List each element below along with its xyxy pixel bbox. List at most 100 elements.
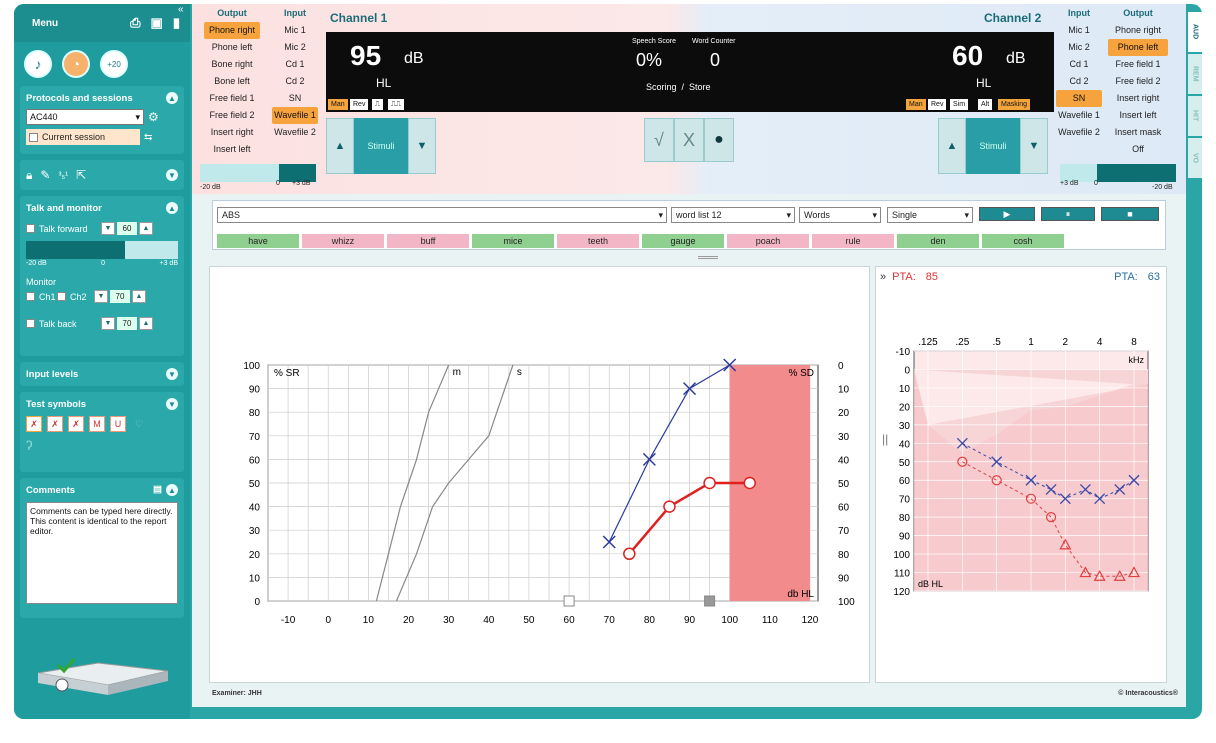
ch2-input-item[interactable]: Mic 1 [1068, 25, 1090, 35]
ch2-output-item[interactable]: Insert mask [1114, 127, 1162, 137]
save-icon[interactable]: ▣ [150, 15, 163, 30]
ch1-checkbox[interactable] [26, 292, 35, 301]
word-chip[interactable]: mice [472, 234, 554, 248]
ch1-input-item[interactable]: Cd 2 [285, 76, 305, 86]
current-session[interactable]: Current session [26, 129, 140, 145]
ear-icon[interactable]: ʔ [26, 438, 33, 453]
chevron-up-icon[interactable]: ▲ [166, 202, 178, 214]
ch2-output-item[interactable]: Free field 2 [1115, 76, 1161, 86]
splitter-handle[interactable] [698, 256, 718, 259]
ch1-rev-button[interactable]: Rev [350, 99, 369, 110]
ch2-input-item[interactable]: Wavefile 1 [1058, 110, 1100, 120]
exit-icon[interactable]: ▮ [172, 15, 180, 30]
presentation-select[interactable]: Single [887, 207, 973, 223]
tab-rem[interactable]: REM [1188, 54, 1202, 94]
print-icon[interactable]: ⎙ [130, 15, 141, 30]
ch1-input-item[interactable]: Mic 2 [284, 42, 306, 52]
protocol-select[interactable]: AC440 ▾ [26, 109, 144, 125]
play-button[interactable]: ▶ [979, 207, 1035, 221]
store-button[interactable]: Store [689, 82, 711, 92]
word-list-select[interactable]: word list 12 [671, 207, 795, 223]
talk-back-value[interactable]: 70 [117, 317, 137, 330]
expand-icon[interactable]: » [880, 271, 887, 283]
symbol-2-icon[interactable]: ✗ [47, 416, 63, 432]
increase-button[interactable]: ▲ [139, 222, 153, 235]
plus-20db-icon[interactable]: +20 [100, 50, 128, 78]
ch2-man-button[interactable]: Man [906, 99, 926, 110]
word-chip[interactable]: have [217, 234, 299, 248]
word-chip[interactable]: gauge [642, 234, 724, 248]
ch2-level-bar[interactable] [1060, 164, 1176, 182]
incorrect-x-icon[interactable]: X [674, 118, 704, 162]
chevron-down-icon[interactable]: ▼ [166, 169, 178, 181]
speech-icon[interactable]: ◔ [62, 50, 90, 78]
ch2-alt-button[interactable]: Alt [978, 99, 993, 110]
ch1-man-button[interactable]: Man [328, 99, 348, 110]
symbol-1-icon[interactable]: ✗ [26, 416, 42, 432]
ch2-output-item[interactable]: Free field 1 [1115, 59, 1161, 69]
ch2-input-item[interactable]: SN [1056, 90, 1102, 107]
ch1-output-item[interactable]: Phone left [211, 42, 253, 52]
ch2-input-item[interactable]: Cd 1 [1069, 59, 1089, 69]
ch2-sim-button[interactable]: Sim [950, 99, 969, 110]
ch1-pulse-icon[interactable]: ⎍ [372, 99, 383, 110]
word-chip[interactable]: teeth [557, 234, 639, 248]
word-chip[interactable]: den [897, 234, 979, 248]
ch1-output-item[interactable]: Bone right [211, 59, 253, 69]
counter-icon[interactable]: ³₅¹ [58, 170, 69, 180]
ch1-output-item[interactable]: Free field 1 [209, 93, 255, 103]
chevron-up-icon[interactable]: ▲ [166, 484, 178, 496]
ch1-output-item[interactable]: Insert left [213, 144, 251, 154]
decrease-button[interactable]: ▼ [101, 222, 115, 235]
talk-forward-slider[interactable] [26, 241, 178, 259]
pure-tone-audiogram-chart[interactable]: .125 .25 .5 1 2 4 8 -10 0 10 20 30 40 50 60 70 80 90 100 11… [876, 267, 1168, 684]
ch2-level-down-button[interactable]: ▼ [1020, 118, 1048, 174]
ch1-input-item[interactable]: Wavefile 1 [272, 107, 318, 124]
ch2-rev-button[interactable]: Rev [928, 99, 947, 110]
record-dot-icon[interactable]: ● [704, 118, 734, 162]
settings-gear-icon[interactable]: ⚙ [148, 110, 159, 124]
ch2-stimuli-button[interactable]: Stimuli [966, 118, 1020, 174]
chevron-down-icon[interactable]: ▼ [166, 368, 178, 380]
pause-button[interactable]: ⏸ [1041, 207, 1095, 221]
scoring-button[interactable]: Scoring [646, 82, 677, 92]
chevron-down-icon[interactable]: ▼ [166, 398, 178, 410]
monitor-value[interactable]: 70 [110, 290, 130, 303]
ch2-input-item[interactable]: Wavefile 2 [1058, 127, 1100, 137]
decrease-button[interactable]: ▼ [94, 290, 108, 303]
stop-button[interactable]: ■ [1101, 207, 1159, 221]
speech-audiogram-chart[interactable]: 1009080706050403020100010203040506070809… [210, 267, 871, 684]
tab-aud[interactable]: AUD [1188, 12, 1202, 52]
ch2-output-item[interactable]: Insert right [1116, 93, 1160, 103]
edit-icon[interactable]: ✎ [40, 168, 51, 182]
ch1-output-item[interactable]: Phone right [204, 22, 260, 39]
talk-forward-checkbox[interactable] [26, 224, 35, 233]
ch2-output-item[interactable]: Phone right [1114, 25, 1162, 35]
ch1-input-item[interactable]: Cd 1 [285, 59, 305, 69]
increase-button[interactable]: ▲ [139, 317, 153, 330]
lock-icon[interactable]: 🔒︎ [26, 167, 33, 182]
ch2-masking-button[interactable]: Masking [998, 99, 1031, 110]
ch1-level-up-button[interactable]: ▲ [326, 118, 354, 174]
symbol-m-icon[interactable]: M [89, 416, 105, 432]
ch2-output-item[interactable]: Insert left [1119, 110, 1157, 120]
music-note-icon[interactable]: ♪ [24, 50, 52, 78]
ch1-output-item[interactable]: Bone left [214, 76, 250, 86]
export-icon[interactable]: ⇱ [76, 168, 87, 182]
tab-hit[interactable]: HIT [1188, 96, 1202, 136]
ch1-output-item[interactable]: Insert right [210, 127, 254, 137]
ch1-input-item[interactable]: Wavefile 2 [274, 127, 316, 137]
collapse-sidebar-icon[interactable]: « [178, 4, 184, 15]
mode-select[interactable]: Words [799, 207, 881, 223]
menu-label[interactable]: Menu [32, 17, 59, 29]
ch1-level-down-button[interactable]: ▼ [408, 118, 436, 174]
word-chip[interactable]: poach [727, 234, 809, 248]
decrease-button[interactable]: ▼ [101, 317, 115, 330]
ch2-output-item[interactable]: Off [1132, 144, 1144, 154]
word-chip[interactable]: buff [387, 234, 469, 248]
ch1-input-item[interactable]: Mic 1 [284, 25, 306, 35]
session-checkbox[interactable] [29, 132, 38, 142]
symbol-3-icon[interactable]: ✗ [68, 416, 84, 432]
word-chip[interactable]: whizz [302, 234, 384, 248]
ch1-output-item[interactable]: Free field 2 [209, 110, 255, 120]
